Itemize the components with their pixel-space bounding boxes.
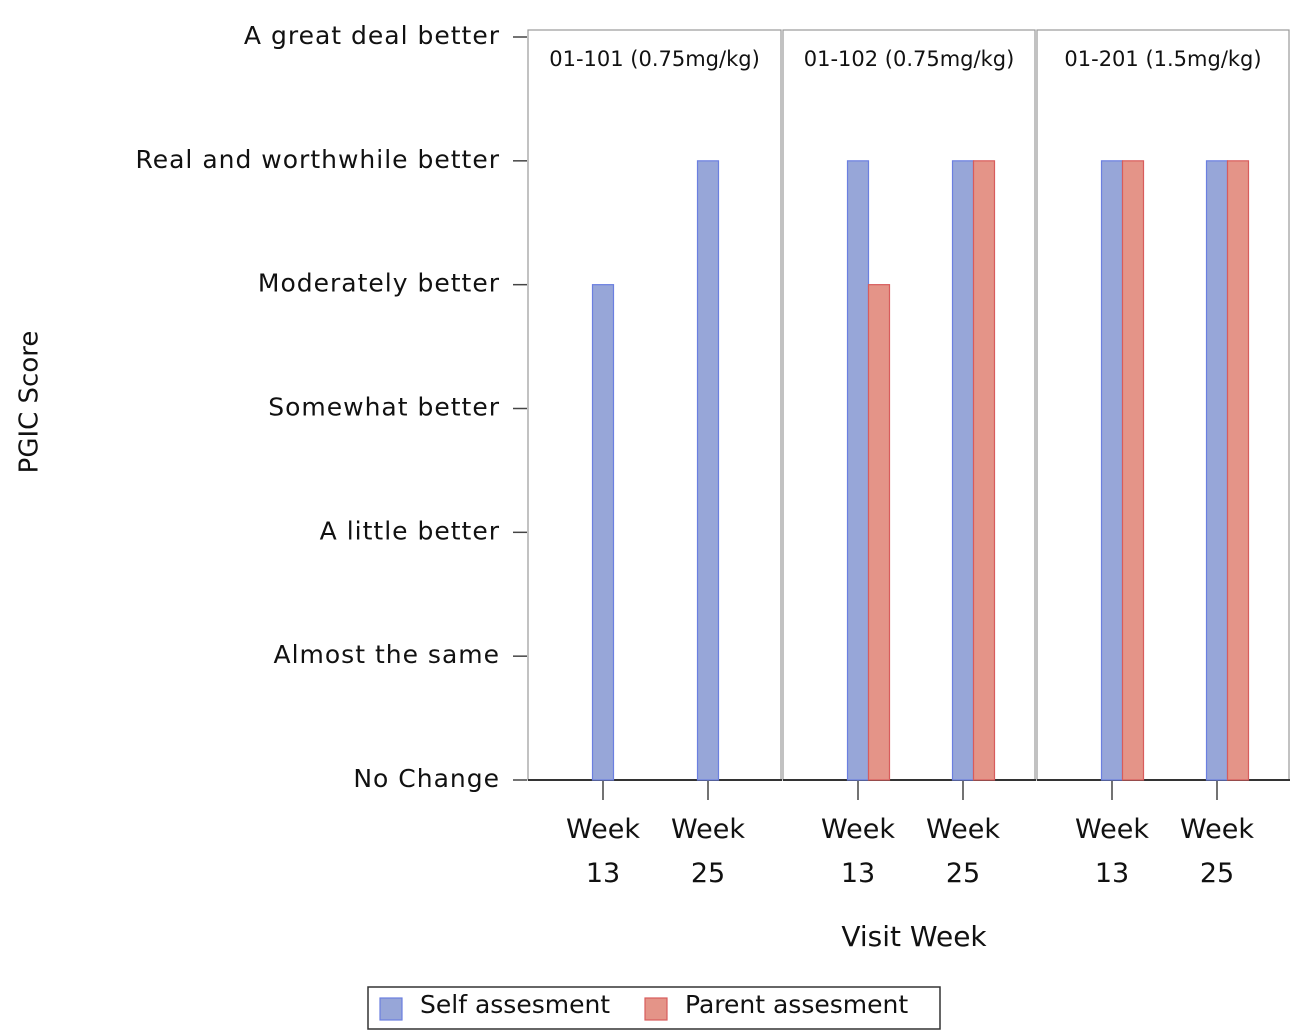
x-tick-label: Week 25	[1180, 814, 1254, 889]
y-tick-label: Real and worthwhile better	[135, 145, 500, 174]
bar	[696, 160, 720, 781]
bar	[1205, 160, 1229, 781]
legend-label: Self assesment	[420, 990, 610, 1019]
y-tick-label: Moderately better	[258, 269, 500, 298]
bar	[846, 160, 870, 781]
bar	[1226, 160, 1250, 781]
x-tick-label: Week 13	[1075, 814, 1149, 889]
bar	[951, 160, 975, 781]
bar	[1100, 160, 1124, 781]
y-axis-title: PGIC Score	[15, 331, 45, 474]
x-tick-label: Week 25	[671, 814, 745, 889]
x-tick-label: Week 13	[566, 814, 640, 889]
panel-frame	[782, 29, 1036, 781]
bar	[867, 284, 891, 781]
panel-title: 01-101 (0.75mg/kg)	[549, 47, 760, 71]
x-tick-label: Week 25	[926, 814, 1000, 889]
panel-frame	[1036, 29, 1290, 781]
legend-swatch	[379, 997, 403, 1021]
y-tick-label: Somewhat better	[268, 393, 500, 422]
panel-frame	[527, 29, 782, 781]
x-axis-title: Visit Week	[841, 920, 987, 953]
panel-title: 01-201 (1.5mg/kg)	[1064, 47, 1261, 71]
y-tick-label: No Change	[353, 764, 500, 793]
y-tick-label: Almost the same	[273, 640, 500, 669]
x-tick-label: Week 13	[821, 814, 895, 889]
bar	[591, 284, 615, 781]
legend-label: Parent assesment	[685, 990, 908, 1019]
bar	[972, 160, 996, 781]
y-tick-label: A great deal better	[244, 21, 500, 50]
bar	[1121, 160, 1145, 781]
legend-swatch	[644, 997, 668, 1021]
y-tick-label: A little better	[320, 516, 500, 545]
panel-title: 01-102 (0.75mg/kg)	[804, 47, 1015, 71]
